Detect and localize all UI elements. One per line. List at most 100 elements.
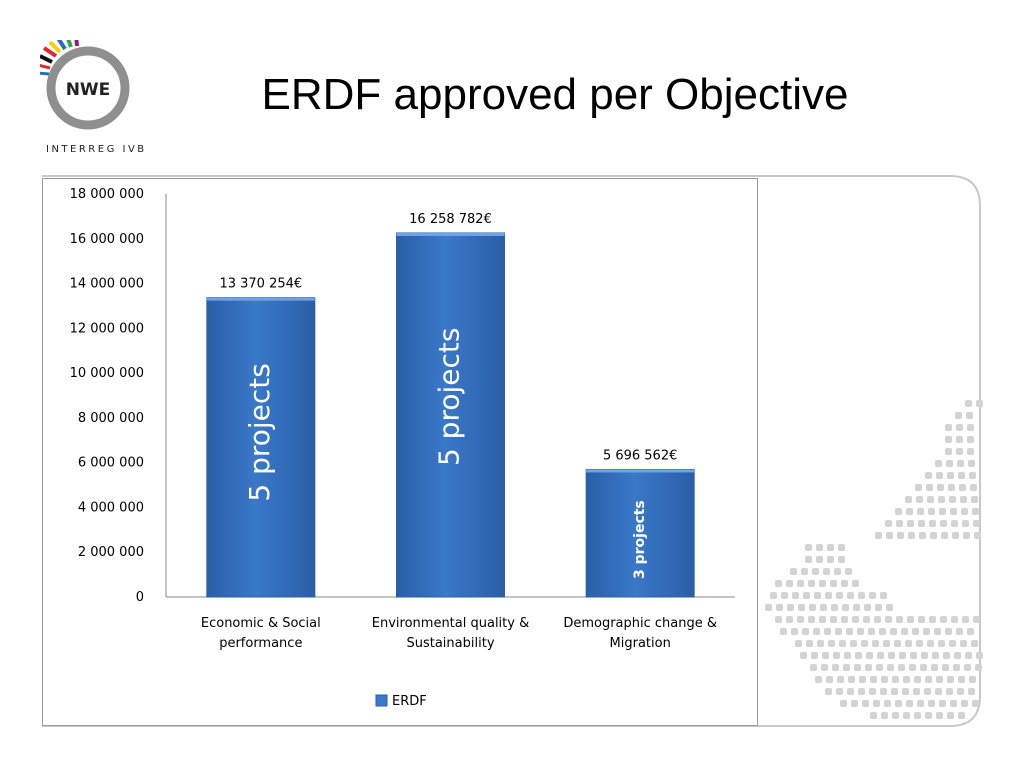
map-dot [884,700,891,707]
map-dot [906,508,913,515]
y-tick-label: 16 000 000 [70,232,144,247]
map-dot [976,652,983,659]
map-dot [907,520,914,527]
map-dot [923,628,930,635]
map-dot [895,700,902,707]
map-dot [919,532,926,539]
map-dot [955,412,962,419]
map-dot [803,592,810,599]
map-dot [861,640,868,647]
map-dot [902,688,909,695]
map-dot [865,664,872,671]
map-dot [801,568,808,575]
map-dot [839,640,846,647]
bar-annotation: 3 projects [632,500,648,579]
map-dot [927,496,934,503]
map-dot [809,604,816,611]
map-dot [869,688,876,695]
y-tick-label: 12 000 000 [70,321,144,336]
map-dot [841,580,848,587]
y-tick-label: 10 000 000 [70,366,144,381]
data-labels: 13 370 254€ 16 258 782€ 5 696 562€ [219,212,677,463]
map-dot [975,664,982,671]
map-dot [965,400,972,407]
map-dot [817,640,824,647]
map-dot [926,484,933,491]
map-dot [967,628,974,635]
map-dot [816,544,823,551]
map-dot [917,508,924,515]
map-dot [972,508,979,515]
map-dot [880,688,887,695]
map-dot [935,460,942,467]
map-dot [885,520,892,527]
map-dot [925,712,932,719]
map-dot [895,508,902,515]
map-dot [914,676,921,683]
map-dot [885,616,892,623]
map-dot [969,676,976,683]
map-dot [827,556,834,563]
bar-1 [206,297,316,598]
map-dot [821,664,828,671]
map-dot [836,592,843,599]
map-dot [800,652,807,659]
map-dot [935,688,942,695]
map-dot [950,508,957,515]
nwe-logo: NWE [40,40,130,130]
map-dot [845,568,852,575]
map-dot [940,616,947,623]
map-dot [886,604,893,611]
map-dot [875,532,882,539]
map-dot [958,472,965,479]
map-dot [811,652,818,659]
map-dot [790,568,797,575]
x-category-label: Sustainability [406,636,494,651]
map-dot [852,580,859,587]
map-dot [905,496,912,503]
map-dot [896,616,903,623]
dotted-map-decoration [765,400,983,719]
map-dot [864,604,871,611]
map-dot [936,472,943,479]
map-dot [962,616,969,623]
map-dot [874,616,881,623]
map-dot [946,460,953,467]
map-dot [886,532,893,539]
map-dot [770,592,777,599]
map-dot [973,520,980,527]
map-dot [825,688,832,695]
map-dot [835,628,842,635]
map-dot [776,604,783,611]
map-dot [958,676,965,683]
map-dot [896,520,903,527]
bar-top-highlight [206,297,315,301]
map-dot [820,604,827,611]
x-axis-categories: Economic & Social performance Environmenta… [201,616,717,651]
x-category-label: Economic & Social [201,616,321,631]
map-dot [887,664,894,671]
map-dot [967,436,974,443]
map-dot [948,484,955,491]
map-dot [836,688,843,695]
map-dot [965,652,972,659]
map-dot [792,592,799,599]
map-dot [976,400,983,407]
map-dot [925,472,932,479]
x-category-label: Environmental quality & [372,616,529,631]
map-dot [941,532,948,539]
map-dot [791,628,798,635]
map-dot [920,664,927,671]
map-dot [947,712,954,719]
map-dot [832,664,839,671]
map-dot [781,592,788,599]
map-dot [881,676,888,683]
map-dot [842,604,849,611]
map-dot [953,664,960,671]
map-dot [838,556,845,563]
map-dot [775,580,782,587]
map-dot [932,652,939,659]
x-category-label: performance [219,636,302,651]
map-dot [947,676,954,683]
map-dot [966,412,973,419]
